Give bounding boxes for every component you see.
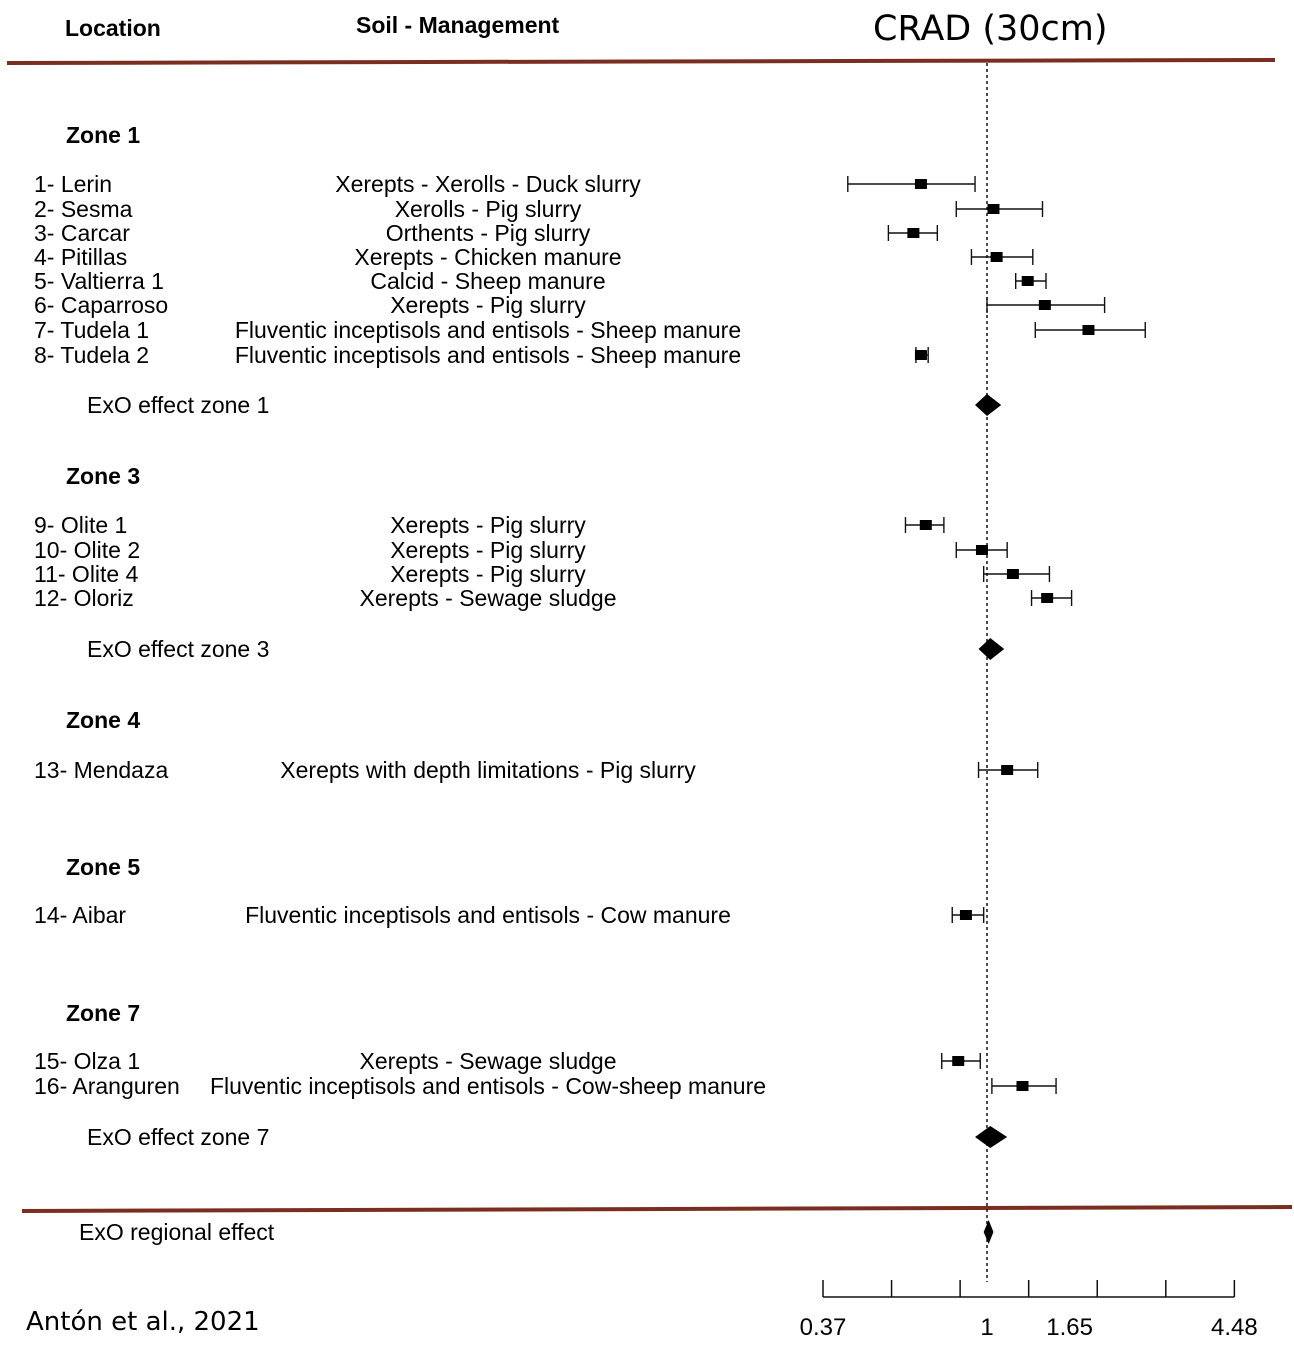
study-location: 3- Carcar — [34, 220, 130, 246]
study-location: 15- Olza 1 — [34, 1048, 140, 1074]
x-tick-label: 0.37 — [800, 1314, 847, 1341]
study-location: 1- Lerin — [34, 171, 112, 197]
study-soil-management: Xerepts - Pig slurry — [390, 537, 586, 563]
study-location: 16- Aranguren — [34, 1073, 180, 1099]
point-estimate — [1016, 1081, 1029, 1091]
point-estimate — [987, 204, 1000, 214]
study-location: 14- Aibar — [34, 902, 126, 928]
study-soil-management: Fluventic inceptisols and entisols - She… — [235, 317, 741, 343]
study-soil-management: Xerepts with depth limitations - Pig slu… — [280, 757, 696, 783]
study-location: 7- Tudela 1 — [34, 317, 149, 343]
study-soil-management: Xerepts - Pig slurry — [390, 292, 586, 318]
study-location: 11- Olite 4 — [34, 561, 139, 587]
zone-effect-diamond — [975, 1126, 1008, 1148]
x-tick-label: 4.48 — [1211, 1314, 1258, 1341]
point-estimate — [1001, 765, 1014, 775]
point-estimate — [975, 545, 988, 555]
soil-management-header: Soil - Management — [356, 12, 560, 38]
x-tick-label: 1.65 — [1046, 1314, 1093, 1341]
study-location: 10- Olite 2 — [34, 537, 140, 563]
zone-heading: Zone 4 — [66, 707, 140, 733]
zone-effect-label: ExO effect zone 1 — [87, 392, 269, 418]
study-soil-management: Calcid - Sheep manure — [370, 268, 605, 294]
point-estimate — [1082, 325, 1095, 335]
point-estimate — [914, 179, 927, 189]
location-header: Location — [65, 15, 161, 41]
study-location: 5- Valtierra 1 — [34, 268, 164, 294]
point-estimate — [1006, 569, 1019, 579]
zone-effect-diamond — [978, 638, 1005, 660]
study-soil-management: Xerepts - Pig slurry — [390, 561, 586, 587]
zone-effect-label: ExO effect zone 3 — [87, 636, 269, 662]
overall-effect-diamond — [983, 1220, 994, 1244]
study-location: 8- Tudela 2 — [34, 342, 149, 368]
zone-heading: Zone 1 — [66, 122, 140, 148]
header-rule — [6, 58, 1276, 65]
study-soil-management: Fluventic inceptisols and entisols - She… — [235, 342, 741, 368]
zone-effect-label: ExO effect zone 7 — [87, 1124, 269, 1150]
study-location: 4- Pitillas — [34, 244, 127, 270]
zone-effect-diamond — [975, 394, 1002, 416]
study-soil-management: Xerolls - Pig slurry — [395, 196, 582, 222]
point-estimate — [914, 350, 927, 360]
study-soil-management: Xerepts - Sewage sludge — [360, 1048, 617, 1074]
point-estimate — [959, 910, 972, 920]
zone-heading: Zone 5 — [66, 854, 140, 880]
study-soil-management: Xerepts - Pig slurry — [390, 512, 586, 538]
point-estimate — [907, 228, 920, 238]
study-location: 9- Olite 1 — [34, 512, 127, 538]
zone-heading: Zone 3 — [66, 463, 140, 489]
x-tick-label: 1 — [980, 1314, 993, 1341]
study-location: 6- Caparroso — [34, 292, 168, 318]
study-soil-management: Orthents - Pig slurry — [386, 220, 591, 246]
point-estimate — [919, 520, 932, 530]
point-estimate — [952, 1056, 965, 1066]
overall-effect-label: ExO regional effect — [79, 1219, 275, 1245]
point-estimate — [1038, 300, 1051, 310]
study-location: 13- Mendaza — [34, 757, 168, 783]
point-estimate — [1021, 276, 1034, 286]
study-location: 2- Sesma — [34, 196, 133, 222]
study-soil-management: Xerepts - Sewage sludge — [360, 585, 617, 611]
point-estimate — [990, 252, 1003, 262]
summary-rule — [21, 1205, 1293, 1213]
study-location: 12- Oloriz — [34, 585, 134, 611]
citation: Antón et al., 2021 — [26, 1307, 260, 1337]
study-soil-management: Xerepts - Chicken manure — [354, 244, 621, 270]
study-soil-management: Fluventic inceptisols and entisols - Cow… — [210, 1073, 766, 1099]
study-soil-management: Fluventic inceptisols and entisols - Cow… — [245, 902, 731, 928]
chart-title: CRAD (30cm) — [873, 9, 1108, 49]
zone-heading: Zone 7 — [66, 1000, 140, 1026]
study-soil-management: Xerepts - Xerolls - Duck slurry — [335, 171, 641, 197]
point-estimate — [1041, 593, 1054, 603]
